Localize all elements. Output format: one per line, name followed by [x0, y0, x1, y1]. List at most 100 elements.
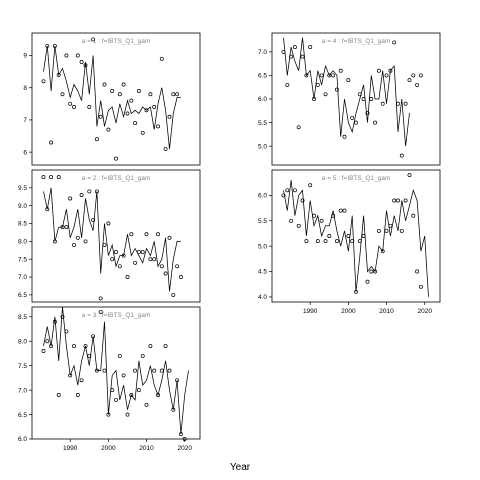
data-point — [144, 402, 149, 407]
data-point — [354, 289, 358, 294]
data-point — [346, 78, 351, 83]
y-tick-label: 8.5 — [18, 221, 27, 228]
data-point — [388, 223, 393, 228]
data-point — [87, 189, 92, 194]
data-point — [415, 82, 420, 87]
data-point — [342, 134, 347, 139]
data-point — [56, 393, 61, 397]
data-point — [308, 45, 313, 50]
y-tick-label: 8.0 — [18, 338, 27, 345]
y-tick-label: 4.0 — [258, 294, 267, 301]
y-tick-label: 8.5 — [18, 314, 27, 321]
data-point — [403, 101, 408, 106]
data-point — [64, 225, 69, 230]
y-tick-label: 6.5 — [258, 73, 267, 80]
data-point — [114, 156, 118, 161]
y-tick-label: 5.5 — [258, 218, 267, 225]
y-tick-label: 8.0 — [18, 239, 27, 246]
data-point — [140, 250, 145, 255]
data-point — [388, 68, 393, 73]
y-tick-label: 5.0 — [258, 143, 267, 150]
y-tick-label: 6.0 — [18, 436, 27, 443]
data-point — [56, 175, 61, 180]
series-line — [43, 45, 181, 149]
data-point — [75, 53, 80, 58]
data-point — [411, 73, 416, 78]
data-point — [175, 92, 180, 97]
data-point — [75, 235, 80, 240]
data-point — [156, 393, 160, 397]
data-point — [171, 92, 176, 97]
y-tick-label: 7.0 — [258, 49, 267, 56]
data-point — [72, 242, 76, 247]
data-point — [361, 234, 366, 238]
data-point — [159, 368, 164, 373]
data-point — [373, 120, 378, 125]
data-point — [91, 334, 96, 339]
data-point — [60, 314, 65, 319]
data-point — [140, 353, 145, 358]
data-point — [163, 344, 168, 349]
data-point — [106, 221, 111, 226]
data-point — [45, 339, 50, 344]
data-point — [312, 97, 316, 101]
data-point — [415, 269, 420, 274]
data-point — [159, 56, 164, 61]
data-point — [308, 183, 313, 188]
x-tick-label: 2010 — [139, 445, 154, 452]
data-point — [384, 228, 389, 233]
data-point — [144, 108, 149, 113]
data-point — [129, 98, 134, 103]
data-point — [148, 344, 153, 349]
data-point — [365, 111, 370, 116]
data-point — [178, 432, 183, 437]
data-point — [167, 368, 172, 373]
data-point — [125, 111, 130, 116]
data-point — [79, 193, 84, 197]
y-tick-label: 5.0 — [258, 243, 267, 250]
y-tick-label: 7.0 — [18, 274, 27, 281]
data-point — [41, 349, 46, 353]
data-point — [133, 260, 138, 265]
y-tick-label: 6.5 — [18, 292, 27, 299]
data-point — [171, 292, 176, 297]
data-point — [41, 79, 46, 84]
data-point — [323, 92, 328, 97]
data-point — [346, 234, 351, 238]
data-point — [60, 225, 65, 230]
data-point — [117, 353, 122, 358]
panel-2: a = 4 : f=IBTS_Q1_gam 5.0 5.5 6.0 6.5 7.0 — [258, 32, 441, 166]
data-point — [136, 250, 141, 255]
data-point — [91, 217, 96, 222]
data-point — [376, 228, 381, 233]
data-point — [373, 269, 378, 274]
data-point — [289, 54, 294, 59]
data-point — [98, 114, 103, 119]
data-point — [418, 284, 423, 289]
data-point — [125, 275, 130, 279]
data-point — [41, 175, 46, 180]
data-point — [331, 73, 336, 78]
panel-5: a = 3 : f=IBTS_Q1_gam 6.0 6.5 7.0 7.5 8.0 8.5 1… — [18, 306, 201, 452]
data-point — [163, 271, 168, 276]
data-point — [361, 97, 366, 101]
data-point — [399, 153, 404, 158]
data-point — [64, 329, 69, 334]
data-point — [56, 72, 61, 77]
data-point — [68, 373, 73, 378]
y-tick-label: 9 — [23, 53, 27, 60]
data-point — [83, 344, 88, 349]
data-point — [52, 319, 57, 324]
data-point — [281, 49, 286, 54]
data-point — [102, 242, 107, 247]
data-point — [304, 73, 309, 78]
series-line — [43, 187, 181, 292]
panel-title: a = 3 : f=IBTS_Q1_gam — [82, 312, 151, 319]
y-tick-label: 6 — [23, 149, 27, 156]
data-point — [327, 234, 332, 238]
panel-title: a = 2 : f=IBTS_Q1_gam — [82, 175, 151, 182]
data-point — [129, 232, 134, 237]
data-point — [384, 73, 389, 78]
data-point — [327, 73, 332, 78]
data-point — [106, 412, 111, 417]
